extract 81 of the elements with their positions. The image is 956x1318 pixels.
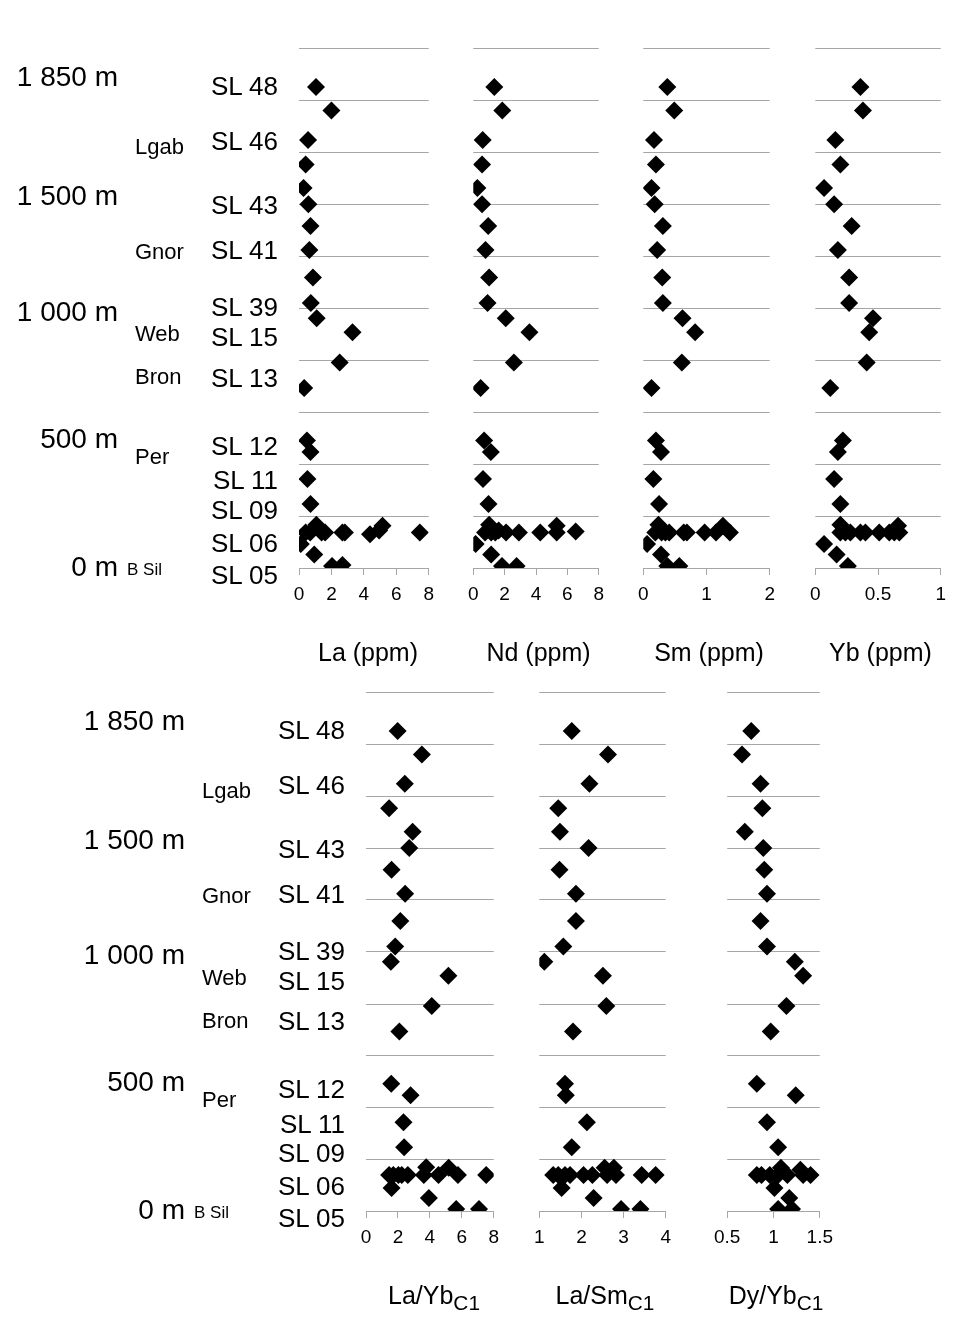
text: SL 15 — [211, 322, 278, 353]
text: Gnor — [202, 882, 251, 908]
x-tick-label: 6 — [562, 582, 573, 604]
text: SL 41 — [278, 878, 345, 909]
text: SL 46 — [278, 770, 345, 801]
text: 0 m — [138, 1193, 185, 1225]
x-tick-label: 0 — [293, 582, 305, 604]
text: SL 39 — [278, 935, 345, 966]
x-axis-title: La/Sm$_{C1}$ — [555, 1281, 655, 1315]
text: SL 05 — [278, 1202, 345, 1233]
text: SL 11 — [212, 465, 278, 496]
x-tick-label: 1 — [768, 1225, 779, 1247]
text: Web — [135, 321, 180, 347]
text: 1 850 m — [83, 704, 185, 736]
text: Web — [202, 964, 247, 990]
x-tick-label: 8 — [593, 582, 605, 604]
x-tick-label: 1 — [533, 1225, 545, 1247]
x-tick-label: 2 — [576, 1225, 587, 1247]
text: SL 12 — [278, 1074, 345, 1105]
x-tick-label: 4 — [660, 1225, 672, 1247]
text: SL 48 — [278, 715, 345, 746]
x-tick-label: 2 — [764, 582, 776, 604]
x-axis-title: La/Yb$_{C1}$ — [388, 1281, 480, 1315]
text: Gnor — [135, 238, 184, 264]
text: Bron — [135, 364, 182, 390]
text: SL 06 — [278, 1171, 345, 1202]
x-tick-label: 2 — [392, 1225, 404, 1247]
text: 1 500 m — [16, 180, 118, 212]
x-tick-label: 2 — [326, 582, 337, 604]
text: B Sil — [194, 1202, 229, 1222]
text: SL 13 — [211, 362, 278, 393]
text: 500 m — [107, 1066, 185, 1098]
x-tick-label: 0 — [637, 582, 649, 604]
x-axis-title: Dy/Yb$_{C1}$ — [728, 1281, 824, 1315]
text: SL 15 — [278, 965, 345, 996]
x-tick-label: 4 — [358, 582, 370, 604]
text: Lgab — [202, 777, 251, 803]
x-tick-label: 8 — [423, 582, 435, 604]
x-axis-title: La (ppm) — [317, 638, 419, 667]
text: SL 12 — [211, 431, 278, 462]
x-tick-label: 1.5 — [806, 1225, 833, 1247]
x-tick-label: 0.5 — [714, 1225, 741, 1247]
x-axis-title: Nd (ppm) — [486, 638, 591, 667]
text: SL 41 — [211, 235, 278, 266]
x-tick-label: 4 — [530, 582, 542, 604]
text: SL 48 — [211, 71, 278, 102]
text: 1 500 m — [83, 824, 185, 856]
text: SL 09 — [278, 1138, 345, 1169]
x-tick-label: 0 — [360, 1225, 372, 1247]
text: 1 000 m — [83, 939, 185, 971]
text: 500 m — [40, 422, 118, 454]
text: SL 09 — [211, 495, 278, 526]
text: SL 11 — [279, 1108, 345, 1139]
text: SL 43 — [211, 190, 278, 221]
text: Per — [202, 1087, 237, 1113]
x-axis-title: Yb (ppm) — [829, 638, 932, 667]
text: Per — [135, 443, 170, 469]
x-tick-label: 1 — [701, 582, 712, 604]
text: SL 06 — [211, 528, 278, 559]
x-axis-title: Sm (ppm) — [654, 638, 764, 667]
x-tick-label: 0 — [809, 582, 821, 604]
text: 0 m — [71, 550, 118, 582]
x-tick-label: 2 — [499, 582, 510, 604]
x-tick-label: 1 — [935, 582, 947, 604]
text: SL 43 — [278, 833, 345, 864]
x-tick-label: 0.5 — [864, 582, 892, 604]
text: SL 05 — [211, 560, 278, 591]
x-tick-label: 3 — [618, 1225, 629, 1247]
text: B Sil — [127, 559, 162, 579]
text: Bron — [202, 1007, 249, 1033]
x-tick-label: 8 — [488, 1225, 500, 1247]
x-tick-label: 6 — [391, 582, 402, 604]
text: 1 850 m — [16, 60, 118, 92]
text: SL 39 — [211, 292, 278, 323]
x-tick-label: 4 — [424, 1225, 436, 1247]
text: 1 000 m — [16, 295, 118, 327]
text: Lgab — [135, 133, 184, 159]
text: SL 13 — [278, 1006, 345, 1037]
text: SL 46 — [211, 126, 278, 157]
x-tick-label: 0 — [467, 582, 479, 604]
x-tick-label: 6 — [456, 1225, 468, 1247]
